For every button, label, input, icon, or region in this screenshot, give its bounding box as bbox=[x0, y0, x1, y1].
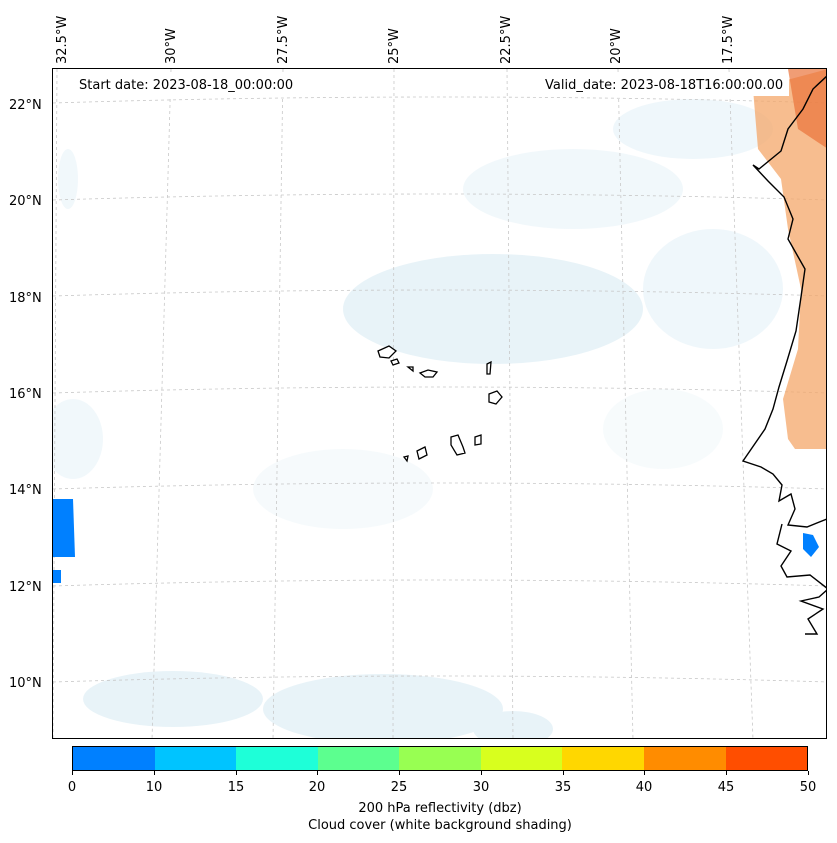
colorbar-tick-label: 35 bbox=[554, 780, 572, 795]
colorbar-tick-label: 45 bbox=[717, 780, 735, 795]
lon-label-20w: 20°W bbox=[609, 28, 624, 64]
map-panel bbox=[52, 68, 827, 739]
land-shading bbox=[753, 69, 826, 449]
colorbar-tick-label: 15 bbox=[227, 780, 245, 795]
lon-label-22-5w: 22.5°W bbox=[499, 15, 514, 64]
colorbar-segment bbox=[725, 747, 808, 770]
colorbar-label-cloud-cover: Cloud cover (white background shading) bbox=[308, 818, 572, 833]
colorbar-tick-label: 50 bbox=[799, 780, 817, 795]
lat-label-20n: 20°N bbox=[9, 194, 42, 209]
colorbar-segment bbox=[73, 747, 155, 770]
colorbar-tick bbox=[562, 771, 564, 775]
colorbar-tick bbox=[480, 771, 482, 775]
lon-label-30w: 30°W bbox=[164, 28, 179, 64]
colorbar-tick bbox=[398, 771, 400, 775]
colorbar-label-reflectivity: 200 hPa reflectivity (dbz) bbox=[358, 801, 522, 816]
colorbar-tick bbox=[71, 771, 73, 775]
lat-label-12n: 12°N bbox=[9, 580, 42, 595]
colorbar-tick bbox=[316, 771, 318, 775]
colorbar-segment bbox=[480, 747, 563, 770]
lon-label-27-5w: 27.5°W bbox=[276, 15, 291, 64]
colorbar-segment bbox=[236, 747, 318, 770]
colorbar-tick-label: 20 bbox=[308, 780, 326, 795]
valid-date-label: Valid_date: 2023-08-18T16:00:00.00 bbox=[539, 75, 790, 96]
coastline bbox=[741, 75, 826, 635]
lat-label-16n: 16°N bbox=[9, 387, 42, 402]
colorbar-tick bbox=[807, 771, 809, 775]
colorbar-tick bbox=[153, 771, 155, 775]
colorbar-tick-label: 0 bbox=[67, 780, 77, 795]
reflectivity-cells bbox=[53, 499, 819, 583]
map-canvas bbox=[53, 69, 826, 738]
colorbar-tick-label: 40 bbox=[635, 780, 653, 795]
colorbar-tick bbox=[725, 771, 727, 775]
colorbar-tick-label: 25 bbox=[390, 780, 408, 795]
lat-label-10n: 10°N bbox=[9, 676, 42, 691]
lat-label-22n: 22°N bbox=[9, 98, 42, 113]
lon-label-17-5w: 17.5°W bbox=[721, 15, 736, 64]
start-date-label: Start date: 2023-08-18_00:00:00 bbox=[73, 75, 300, 96]
graticule bbox=[53, 69, 826, 738]
lon-label-25w: 25°W bbox=[387, 28, 402, 64]
reflectivity-colorbar bbox=[72, 746, 808, 771]
lat-label-18n: 18°N bbox=[9, 291, 42, 306]
colorbar-segment bbox=[562, 747, 644, 770]
lat-label-14n: 14°N bbox=[9, 483, 42, 498]
colorbar-segment bbox=[399, 747, 481, 770]
colorbar-segment bbox=[643, 747, 726, 770]
cape-verde-islands bbox=[377, 345, 503, 463]
cloud-shading bbox=[53, 99, 783, 738]
colorbar-tick-label: 10 bbox=[145, 780, 163, 795]
colorbar-tick bbox=[643, 771, 645, 775]
colorbar-segment bbox=[317, 747, 400, 770]
colorbar-segment bbox=[154, 747, 237, 770]
colorbar-tick-label: 30 bbox=[472, 780, 490, 795]
colorbar-tick bbox=[235, 771, 237, 775]
lon-label-32-5w: 32.5°W bbox=[55, 15, 70, 64]
